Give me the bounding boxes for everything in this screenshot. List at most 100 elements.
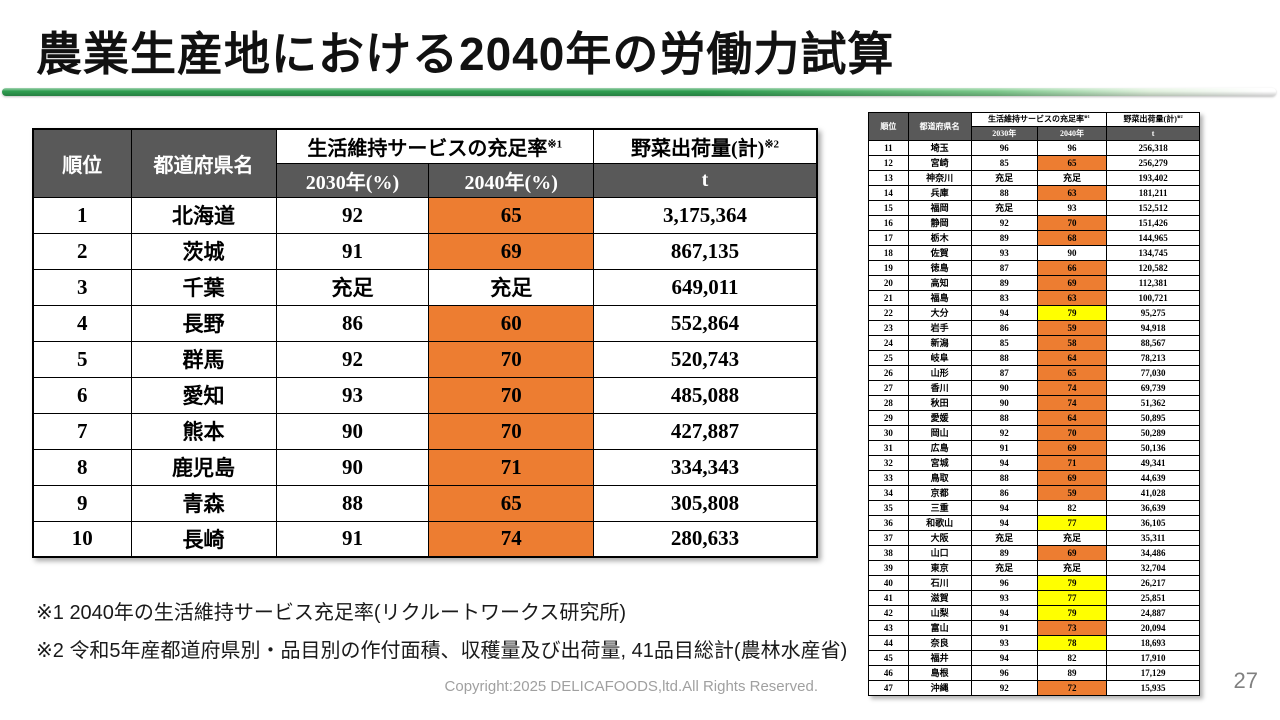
cell-shipment: 36,105: [1106, 515, 1200, 531]
cell-rate-2040: 70: [428, 376, 595, 414]
cell-rate-2040: 63: [1036, 290, 1108, 306]
cell-prefecture: 兵庫: [907, 185, 972, 201]
cell-rank: 28: [868, 395, 909, 411]
cell-shipment: 867,135: [593, 232, 818, 270]
cell-rank: 40: [868, 575, 909, 591]
cell-prefecture: 熊本: [130, 412, 277, 450]
table-row: 10 長崎 91 74 280,633: [32, 520, 818, 558]
cell-rate-2040: 59: [1036, 320, 1108, 336]
cell-rate-2040: 65: [1036, 365, 1108, 381]
cell-shipment: 120,582: [1106, 260, 1200, 276]
table-row: 9 青森 88 65 305,808: [32, 484, 818, 522]
table-row: 40 石川 96 79 26,217: [868, 575, 1200, 591]
table-row: 24 新潟 85 58 88,567: [868, 335, 1200, 351]
cell-shipment: 649,011: [593, 268, 818, 306]
cell-prefecture: 島根: [907, 665, 972, 681]
table-row: 7 熊本 90 70 427,887: [32, 412, 818, 450]
table-row: 42 山梨 94 79 24,887: [868, 605, 1200, 621]
table-row: 11 埼玉 96 96 256,318: [868, 140, 1200, 156]
cell-rank: 42: [868, 605, 909, 621]
cell-rank: 10: [32, 520, 132, 558]
cell-rate-2040: 64: [1036, 350, 1108, 366]
table-row: 37 大阪 充足 充足 35,311: [868, 530, 1200, 546]
footnote-marker-1: ※1: [547, 138, 563, 151]
cell-rank: 24: [868, 335, 909, 351]
cell-rate-2030: 86: [970, 320, 1038, 336]
cell-rate-2030: 89: [970, 545, 1038, 561]
cell-prefecture: 岩手: [907, 320, 972, 336]
cell-shipment: 17,129: [1106, 665, 1200, 681]
table-row: 32 宮城 94 71 49,341: [868, 455, 1200, 471]
cell-prefecture: 香川: [907, 380, 972, 396]
cell-rank: 16: [868, 215, 909, 231]
cell-rank: 33: [868, 470, 909, 486]
cell-rate-2030: 93: [970, 590, 1038, 606]
cell-shipment: 49,341: [1106, 455, 1200, 471]
cell-rank: 23: [868, 320, 909, 336]
table-row: 35 三重 94 82 36,639: [868, 500, 1200, 516]
table-row: 4 長野 86 60 552,864: [32, 304, 818, 342]
cell-shipment: 181,211: [1106, 185, 1200, 201]
cell-prefecture: 神奈川: [907, 170, 972, 186]
cell-shipment: 144,965: [1106, 230, 1200, 246]
cell-rate-2040: 74: [1036, 380, 1108, 396]
cell-shipment: 77,030: [1106, 365, 1200, 381]
cell-shipment: 51,362: [1106, 395, 1200, 411]
cell-prefecture: 新潟: [907, 335, 972, 351]
cell-rank: 12: [868, 155, 909, 171]
cell-rate-2040: 69: [1036, 470, 1108, 486]
header-shipment-label: 野菜出荷量(計): [630, 137, 765, 160]
cell-rank: 37: [868, 530, 909, 546]
header-service-rate-label: 生活維持サービスの充足率: [307, 137, 548, 160]
cell-rate-2030: 88: [275, 484, 430, 522]
cell-shipment: 26,217: [1106, 575, 1200, 591]
cell-rank: 22: [868, 305, 909, 321]
cell-rate-2030: 90: [275, 412, 430, 450]
cell-rate-2030: 充足: [970, 170, 1038, 186]
cell-shipment: 18,693: [1106, 635, 1200, 651]
cell-rank: 19: [868, 260, 909, 276]
header-service-rate: 生活維持サービスの充足率※1: [275, 128, 595, 164]
cell-rank: 6: [32, 376, 132, 414]
header-rank: 順位: [32, 128, 132, 198]
cell-rate-2030: 92: [970, 425, 1038, 441]
table-row: 6 愛知 93 70 485,088: [32, 376, 818, 414]
cell-prefecture: 富山: [907, 620, 972, 636]
cell-prefecture: 栃木: [907, 230, 972, 246]
copyright-text: Copyright:2025 DELICAFOODS,ltd.All Right…: [444, 678, 818, 695]
cell-rank: 7: [32, 412, 132, 450]
cell-rate-2040: 74: [428, 520, 595, 558]
cell-rank: 29: [868, 410, 909, 426]
cell-prefecture: 沖縄: [907, 680, 972, 696]
cell-rate-2040: 71: [428, 448, 595, 486]
cell-rate-2030: 92: [275, 196, 430, 234]
cell-rate-2030: 88: [970, 185, 1038, 201]
table-row: 45 福井 94 82 17,910: [868, 650, 1200, 666]
cell-shipment: 552,864: [593, 304, 818, 342]
cell-rank: 15: [868, 200, 909, 216]
cell-shipment: 112,381: [1106, 275, 1200, 291]
cell-rate-2040: 充足: [428, 268, 595, 306]
cell-prefecture: 長崎: [130, 520, 277, 558]
cell-rate-2040: 79: [1036, 305, 1108, 321]
cell-rate-2040: 63: [1036, 185, 1108, 201]
cell-shipment: 20,094: [1106, 620, 1200, 636]
cell-rate-2040: 71: [1036, 455, 1108, 471]
cell-rate-2040: 65: [1036, 155, 1108, 171]
cell-shipment: 15,935: [1106, 680, 1200, 696]
cell-shipment: 427,887: [593, 412, 818, 450]
cell-rate-2040: 82: [1036, 650, 1108, 666]
cell-rate-2040: 66: [1036, 260, 1108, 276]
cell-rate-2030: 91: [275, 520, 430, 558]
cell-rate-2040: 60: [428, 304, 595, 342]
cell-prefecture: 山梨: [907, 605, 972, 621]
cell-rate-2030: 充足: [970, 530, 1038, 546]
cell-prefecture: 鳥取: [907, 470, 972, 486]
cell-shipment: 151,426: [1106, 215, 1200, 231]
cell-prefecture: 石川: [907, 575, 972, 591]
table-row: 28 秋田 90 74 51,362: [868, 395, 1200, 411]
cell-rank: 3: [32, 268, 132, 306]
cell-rate-2040: 77: [1036, 590, 1108, 606]
cell-rate-2030: 93: [970, 245, 1038, 261]
cell-rate-2030: 94: [970, 500, 1038, 516]
